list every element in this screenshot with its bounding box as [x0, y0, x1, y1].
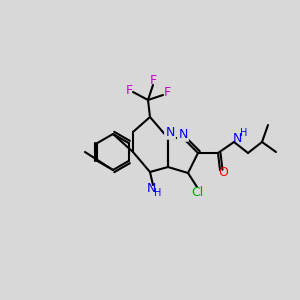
- Text: N: N: [232, 133, 242, 146]
- Text: N: N: [165, 125, 175, 139]
- Text: Cl: Cl: [191, 185, 203, 199]
- Text: N: N: [178, 128, 188, 140]
- Text: F: F: [164, 86, 171, 100]
- Text: H: H: [154, 188, 162, 198]
- Text: N: N: [146, 182, 156, 194]
- Text: F: F: [125, 83, 133, 97]
- Text: O: O: [218, 167, 228, 179]
- Text: F: F: [149, 74, 157, 86]
- Text: H: H: [240, 128, 248, 138]
